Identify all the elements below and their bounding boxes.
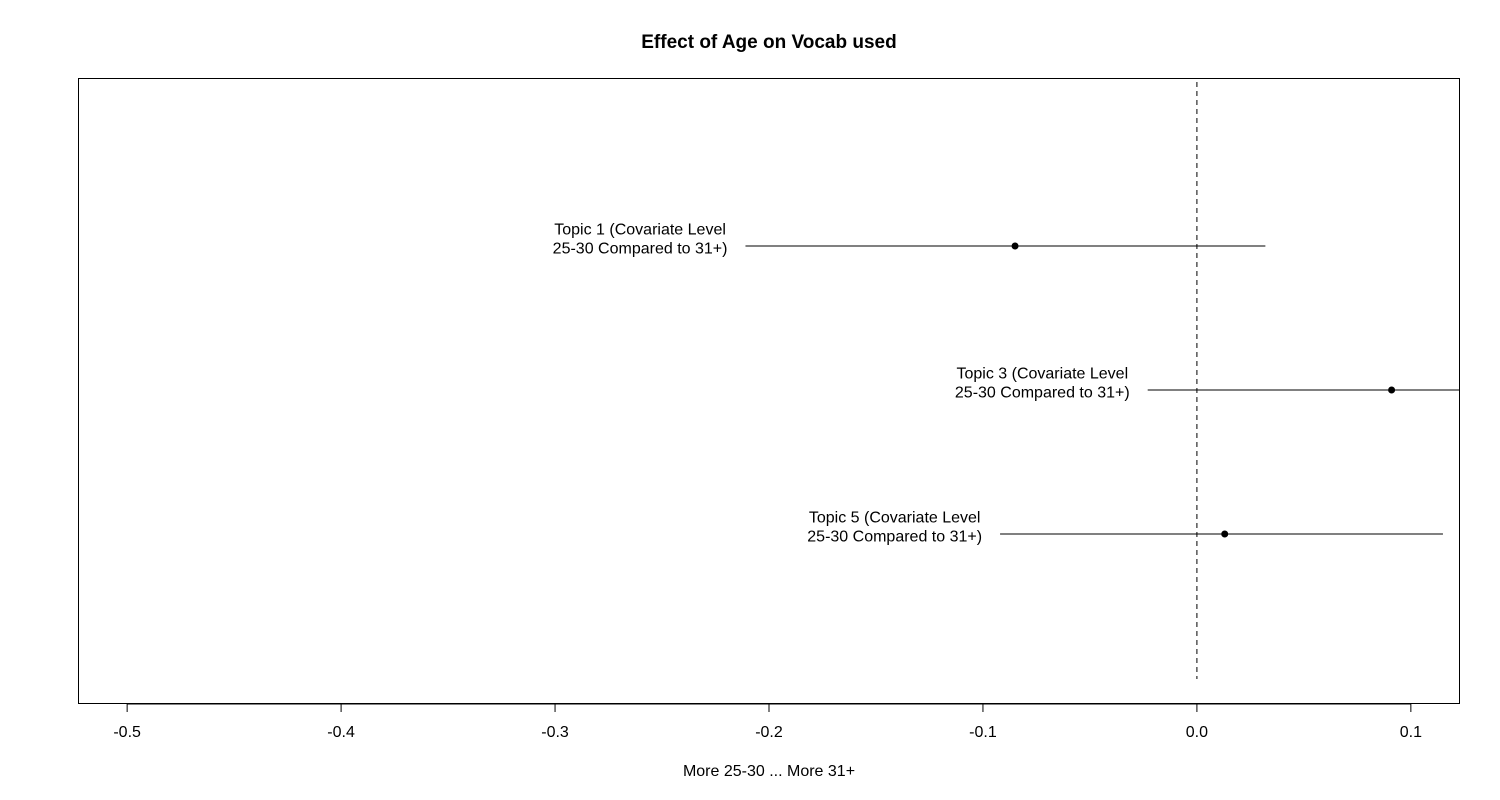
- x-tick-label: 0.0: [1186, 724, 1208, 741]
- x-tick-label: -0.1: [969, 724, 997, 741]
- x-tick-label: -0.3: [541, 724, 569, 741]
- point-label: 25-30 Compared to 31+): [553, 241, 728, 258]
- x-axis-label: More 25-30 ... More 31+: [683, 763, 855, 780]
- point-label: Topic 1 (Covariate Level: [554, 222, 726, 239]
- plot-frame: [78, 78, 1460, 704]
- chart-title: Effect of Age on Vocab used: [641, 32, 896, 53]
- x-tick-label: 0.1: [1400, 724, 1422, 741]
- point-label: 25-30 Compared to 31+): [807, 529, 982, 546]
- point-estimate: [1011, 242, 1019, 250]
- x-tick-label: -0.4: [327, 724, 355, 741]
- point-label: Topic 3 (Covariate Level: [956, 366, 1128, 383]
- point-estimate: [1388, 386, 1396, 394]
- plot-area: -0.5 -0.4 -0.3 -0.2 -0.1 0.0 0.1 Topic 1 (Covar…: [113, 82, 1459, 741]
- point-label: 25-30 Compared to 31+): [955, 385, 1130, 402]
- point-estimate: [1221, 530, 1229, 538]
- point-label: Topic 5 (Covariate Level: [809, 510, 981, 527]
- x-tick-label: -0.5: [113, 724, 141, 741]
- x-tick-label: -0.2: [755, 724, 783, 741]
